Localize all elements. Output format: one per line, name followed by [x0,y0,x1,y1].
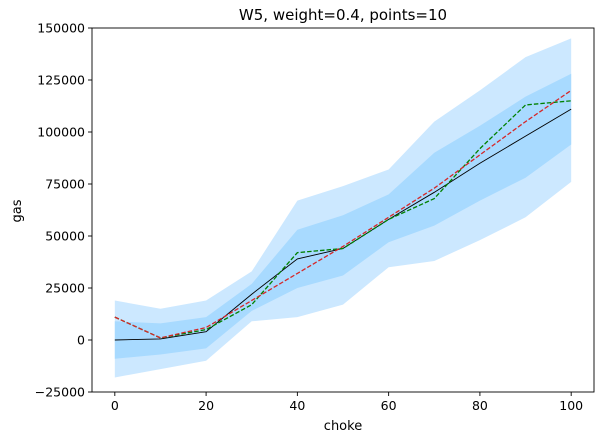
chart-title: W5, weight=0.4, points=10 [239,6,447,24]
axes: 0 20 40 60 80 100 −25000 0 25000 50000 75000 100000… [35,21,595,413]
band-outer [114,38,572,378]
y-tick-label: 125000 [37,73,85,88]
x-tick-label: 40 [289,398,305,413]
band-inner [114,73,572,359]
x-tick-label: 100 [559,398,583,413]
y-tick-label: −25000 [35,385,85,400]
y-tick-label: 150000 [37,21,85,36]
y-tick-label: 0 [77,333,85,348]
x-axis-title: choke [324,419,362,434]
y-tick-label: 50000 [45,229,85,244]
y-axis-title: gas [10,199,25,222]
confidence-bands [114,38,572,378]
series-line-3 [114,89,572,339]
series-line-2 [114,100,572,339]
y-tick-label: 25000 [45,281,85,296]
y-tick-label: 100000 [37,125,85,140]
series-lines [114,89,572,341]
y-tick-label: 75000 [45,177,85,192]
x-tick-label: 60 [381,398,397,413]
x-tick-label: 80 [472,398,488,413]
plot-frame [91,27,595,393]
x-tick-label: 20 [198,398,214,413]
x-tick-label: 0 [111,398,119,413]
